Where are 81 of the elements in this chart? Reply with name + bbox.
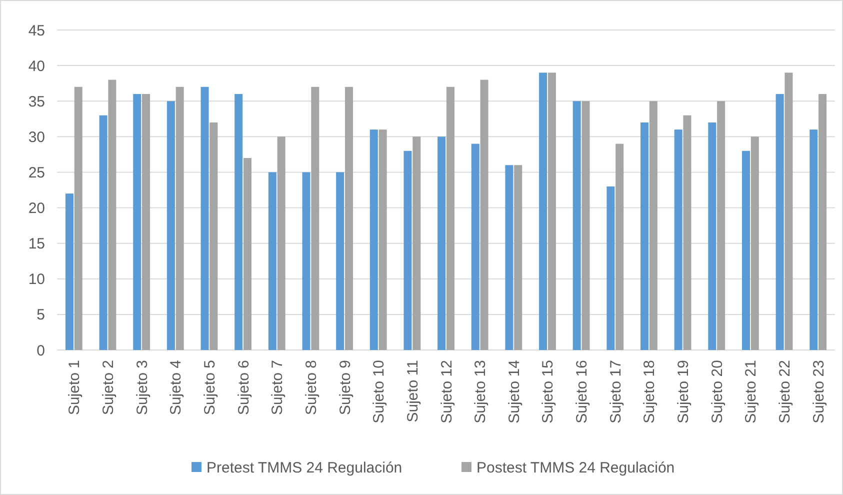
x-tick-label: Sujeto 3: [134, 360, 151, 416]
y-tick-label: 10: [28, 271, 45, 288]
y-tick-label: 20: [28, 200, 45, 218]
bar: [683, 115, 692, 350]
y-tick-label: 5: [36, 306, 45, 324]
bar: [810, 130, 818, 350]
bar: [243, 158, 252, 350]
bar: [750, 136, 759, 350]
bar: [277, 136, 286, 350]
x-tick-label: Sujeto 8: [302, 360, 320, 416]
x-tick-label: Sujeto 21: [742, 360, 760, 424]
bar: [784, 72, 793, 350]
bar: [708, 122, 716, 350]
x-tick-label: Sujeto 2: [100, 360, 117, 416]
bar: [582, 101, 590, 350]
bar: [378, 130, 387, 350]
x-tick-label: Sujeto 12: [438, 360, 456, 424]
bar: [438, 136, 446, 350]
bar: [176, 86, 184, 350]
x-tick-label: Sujeto 13: [472, 360, 490, 424]
y-tick-label: 15: [28, 236, 45, 253]
y-tick-label: 45: [28, 22, 45, 40]
legend-label: Postest TMMS 24 Regulación: [476, 459, 675, 476]
bar: [166, 101, 175, 350]
x-tick-label: Sujeto 4: [168, 360, 185, 416]
bar: [446, 86, 454, 350]
bar: [412, 136, 421, 350]
bar: [776, 94, 784, 350]
bar: [640, 122, 649, 350]
bar: [480, 80, 488, 350]
bar: [649, 101, 658, 350]
x-tick-label: Sujeto 20: [708, 360, 726, 424]
bar: [514, 165, 522, 350]
x-tick-label: Sujeto 6: [235, 360, 252, 416]
bar: [74, 86, 82, 350]
bar: [99, 115, 108, 350]
x-tick-label: Sujeto 9: [336, 360, 354, 416]
x-tick-label: Sujeto 17: [607, 360, 624, 424]
legend-label: Pretest TMMS 24 Regulación: [206, 459, 402, 476]
x-tick-label: Sujeto 7: [269, 360, 286, 416]
bar: [606, 186, 615, 350]
y-tick-label: 35: [28, 93, 45, 110]
x-tick-label: Sujeto 15: [540, 360, 557, 424]
x-tick-label: Sujeto 22: [776, 360, 794, 424]
bar: [742, 150, 750, 350]
x-tick-label: Sujeto 14: [506, 360, 523, 424]
x-tick-label: Sujeto 11: [404, 360, 422, 422]
x-tick-label: Sujeto 23: [810, 360, 828, 424]
bar: [717, 101, 726, 350]
x-tick-label: Sujeto 18: [641, 360, 658, 424]
bar: [234, 94, 243, 350]
y-tick-label: 30: [28, 128, 45, 146]
bar: [210, 122, 218, 350]
bar: [142, 94, 150, 350]
bar: [674, 130, 682, 350]
bar: [344, 86, 353, 350]
y-tick-label: 0: [36, 342, 45, 360]
x-tick-label: Sujeto 1: [66, 360, 84, 416]
bar: [539, 72, 548, 350]
x-tick-label: Sujeto 19: [675, 360, 692, 424]
bar: [404, 150, 412, 350]
y-tick-label: 40: [28, 58, 45, 75]
bar: [311, 86, 320, 350]
bar: [302, 172, 310, 350]
bar: [471, 144, 480, 350]
bar: [548, 72, 556, 350]
x-tick-label: Sujeto 5: [201, 360, 218, 416]
bar: [133, 94, 142, 350]
x-tick-label: Sujeto 16: [574, 360, 591, 424]
bar: [65, 194, 74, 350]
bar: [572, 101, 581, 350]
bar: [818, 94, 827, 350]
bar: [336, 172, 344, 350]
x-tick-label: Sujeto 10: [370, 360, 388, 424]
y-tick-label: 25: [28, 164, 45, 182]
bar: [505, 165, 514, 350]
bar: [108, 80, 116, 350]
bar: [616, 144, 624, 350]
bar: [370, 130, 378, 350]
bar: [268, 172, 276, 350]
bar: [200, 86, 209, 350]
